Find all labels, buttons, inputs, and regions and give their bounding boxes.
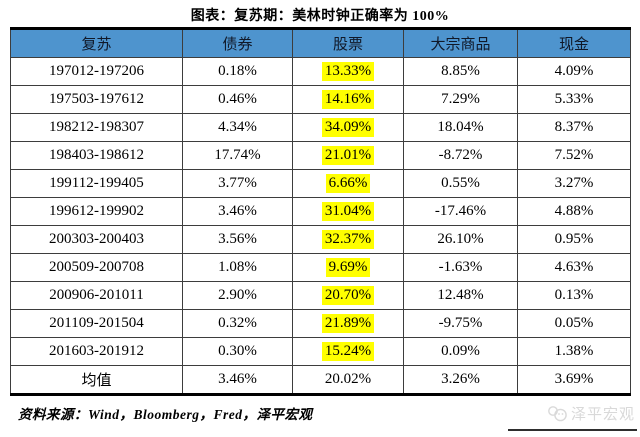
watermark-label: 泽平宏观 (570, 406, 635, 423)
cash-cell: 4.63% (517, 253, 631, 282)
table-row: 201109-201504 0.32% 21.89% -9.75% 0.05% (10, 309, 631, 338)
column-header-period: 复苏 (10, 28, 183, 58)
stock-cell: 21.01% (292, 141, 404, 170)
table-header-row: 复苏 债券 股票 大宗商品 现金 (10, 28, 631, 58)
stock-cell: 9.69% (292, 253, 404, 282)
bond-cell: 4.34% (182, 113, 293, 142)
period-cell: 201109-201504 (10, 309, 183, 338)
bond-cell: 3.46% (182, 197, 293, 226)
cash-cell: 3.27% (517, 169, 631, 198)
column-header-bond: 债券 (182, 28, 293, 58)
bond-cell: 3.56% (182, 225, 293, 254)
period-cell: 199612-199902 (10, 197, 183, 226)
commodity-cell: 8.85% (403, 57, 518, 86)
highlighted-stock-value: 34.09% (321, 118, 375, 137)
recovery-period-table: 复苏 债券 股票 大宗商品 现金 197012-197206 0.18% 13.33% 8.8… (10, 27, 631, 396)
commodity-cell: 0.55% (403, 169, 518, 198)
cash-cell: 0.13% (517, 281, 631, 310)
table-row: 201603-201912 0.30% 15.24% 0.09% 1.38% (10, 337, 631, 366)
cash-cell: 8.37% (517, 113, 631, 142)
period-cell: 198403-198612 (10, 141, 183, 170)
bond-cell: 1.08% (182, 253, 293, 282)
period-cell: 201603-201912 (10, 337, 183, 366)
cash-cell: 4.09% (517, 57, 631, 86)
commodity-cell: 26.10% (403, 225, 518, 254)
zepinghongguan-logo-icon (546, 405, 568, 422)
commodity-cell: -8.72% (403, 141, 518, 170)
period-cell: 200303-200403 (10, 225, 183, 254)
mean-row: 均值 3.46% 20.02% 3.26% 3.69% (10, 365, 631, 395)
stock-cell: 31.04% (292, 197, 404, 226)
table-row: 199612-199902 3.46% 31.04% -17.46% 4.88% (10, 197, 631, 226)
cash-cell: 5.33% (517, 85, 631, 114)
stock-cell: 6.66% (292, 169, 404, 198)
highlighted-stock-value: 15.24% (321, 342, 375, 361)
bond-cell: 17.74% (182, 141, 293, 170)
period-cell: 200906-201011 (10, 281, 183, 310)
table-row: 200906-201011 2.90% 20.70% 12.48% 0.13% (10, 281, 631, 310)
watermark-underline (508, 429, 637, 431)
commodity-cell: 0.09% (403, 337, 518, 366)
period-cell: 200509-200708 (10, 253, 183, 282)
highlighted-stock-value: 32.37% (321, 230, 375, 249)
bond-cell: 0.32% (182, 309, 293, 338)
stock-cell: 34.09% (292, 113, 404, 142)
table-row: 197012-197206 0.18% 13.33% 8.85% 4.09% (10, 57, 631, 86)
table-row: 198403-198612 17.74% 21.01% -8.72% 7.52% (10, 141, 631, 170)
table-row: 198212-198307 4.34% 34.09% 18.04% 8.37% (10, 113, 631, 142)
cash-cell: 3.69% (517, 365, 631, 395)
column-header-cash: 现金 (517, 28, 631, 58)
highlighted-stock-value: 20.70% (321, 286, 375, 305)
bond-cell: 0.18% (182, 57, 293, 86)
highlighted-stock-value: 21.89% (321, 314, 375, 333)
stock-cell: 14.16% (292, 85, 404, 114)
bond-cell: 2.90% (182, 281, 293, 310)
bond-cell: 3.46% (182, 365, 293, 395)
table-row: 197503-197612 0.46% 14.16% 7.29% 5.33% (10, 85, 631, 114)
period-cell: 197012-197206 (10, 57, 183, 86)
period-cell: 198212-198307 (10, 113, 183, 142)
commodity-cell: 12.48% (403, 281, 518, 310)
commodity-cell: 3.26% (403, 365, 518, 395)
bond-cell: 0.46% (182, 85, 293, 114)
highlighted-stock-value: 6.66% (325, 174, 371, 193)
cash-cell: 1.38% (517, 337, 631, 366)
figure-title: 图表：复苏期：美林时钟正确率为 100% (190, 9, 450, 24)
highlighted-stock-value: 9.69% (325, 258, 371, 277)
stock-cell: 21.89% (292, 309, 404, 338)
stock-cell: 13.33% (292, 57, 404, 86)
cash-cell: 0.05% (517, 309, 631, 338)
commodity-cell: -17.46% (403, 197, 518, 226)
highlighted-stock-value: 13.33% (321, 62, 375, 81)
highlighted-stock-value: 31.04% (321, 202, 375, 221)
commodity-cell: 18.04% (403, 113, 518, 142)
period-cell: 199112-199405 (10, 169, 183, 198)
period-cell: 197503-197612 (10, 85, 183, 114)
stock-cell: 32.37% (292, 225, 404, 254)
watermark: 泽平宏观 (546, 403, 635, 423)
highlighted-stock-value: 21.01% (321, 146, 375, 165)
stock-cell: 20.02% (292, 365, 404, 395)
bond-cell: 0.30% (182, 337, 293, 366)
cash-cell: 7.52% (517, 141, 631, 170)
stock-cell: 20.70% (292, 281, 404, 310)
table-row: 200509-200708 1.08% 9.69% -1.63% 4.63% (10, 253, 631, 282)
source-note: 资料来源：Wind，Bloomberg，Fred，泽平宏观 (18, 407, 313, 422)
commodity-cell: -1.63% (403, 253, 518, 282)
commodity-cell: 7.29% (403, 85, 518, 114)
bond-cell: 3.77% (182, 169, 293, 198)
mean-label-cell: 均值 (10, 365, 183, 395)
table-row: 200303-200403 3.56% 32.37% 26.10% 0.95% (10, 225, 631, 254)
cash-cell: 4.88% (517, 197, 631, 226)
column-header-commodity: 大宗商品 (403, 28, 518, 58)
table-row: 199112-199405 3.77% 6.66% 0.55% 3.27% (10, 169, 631, 198)
stock-cell: 15.24% (292, 337, 404, 366)
column-header-stock: 股票 (292, 28, 404, 58)
commodity-cell: -9.75% (403, 309, 518, 338)
highlighted-stock-value: 14.16% (321, 90, 375, 109)
cash-cell: 0.95% (517, 225, 631, 254)
